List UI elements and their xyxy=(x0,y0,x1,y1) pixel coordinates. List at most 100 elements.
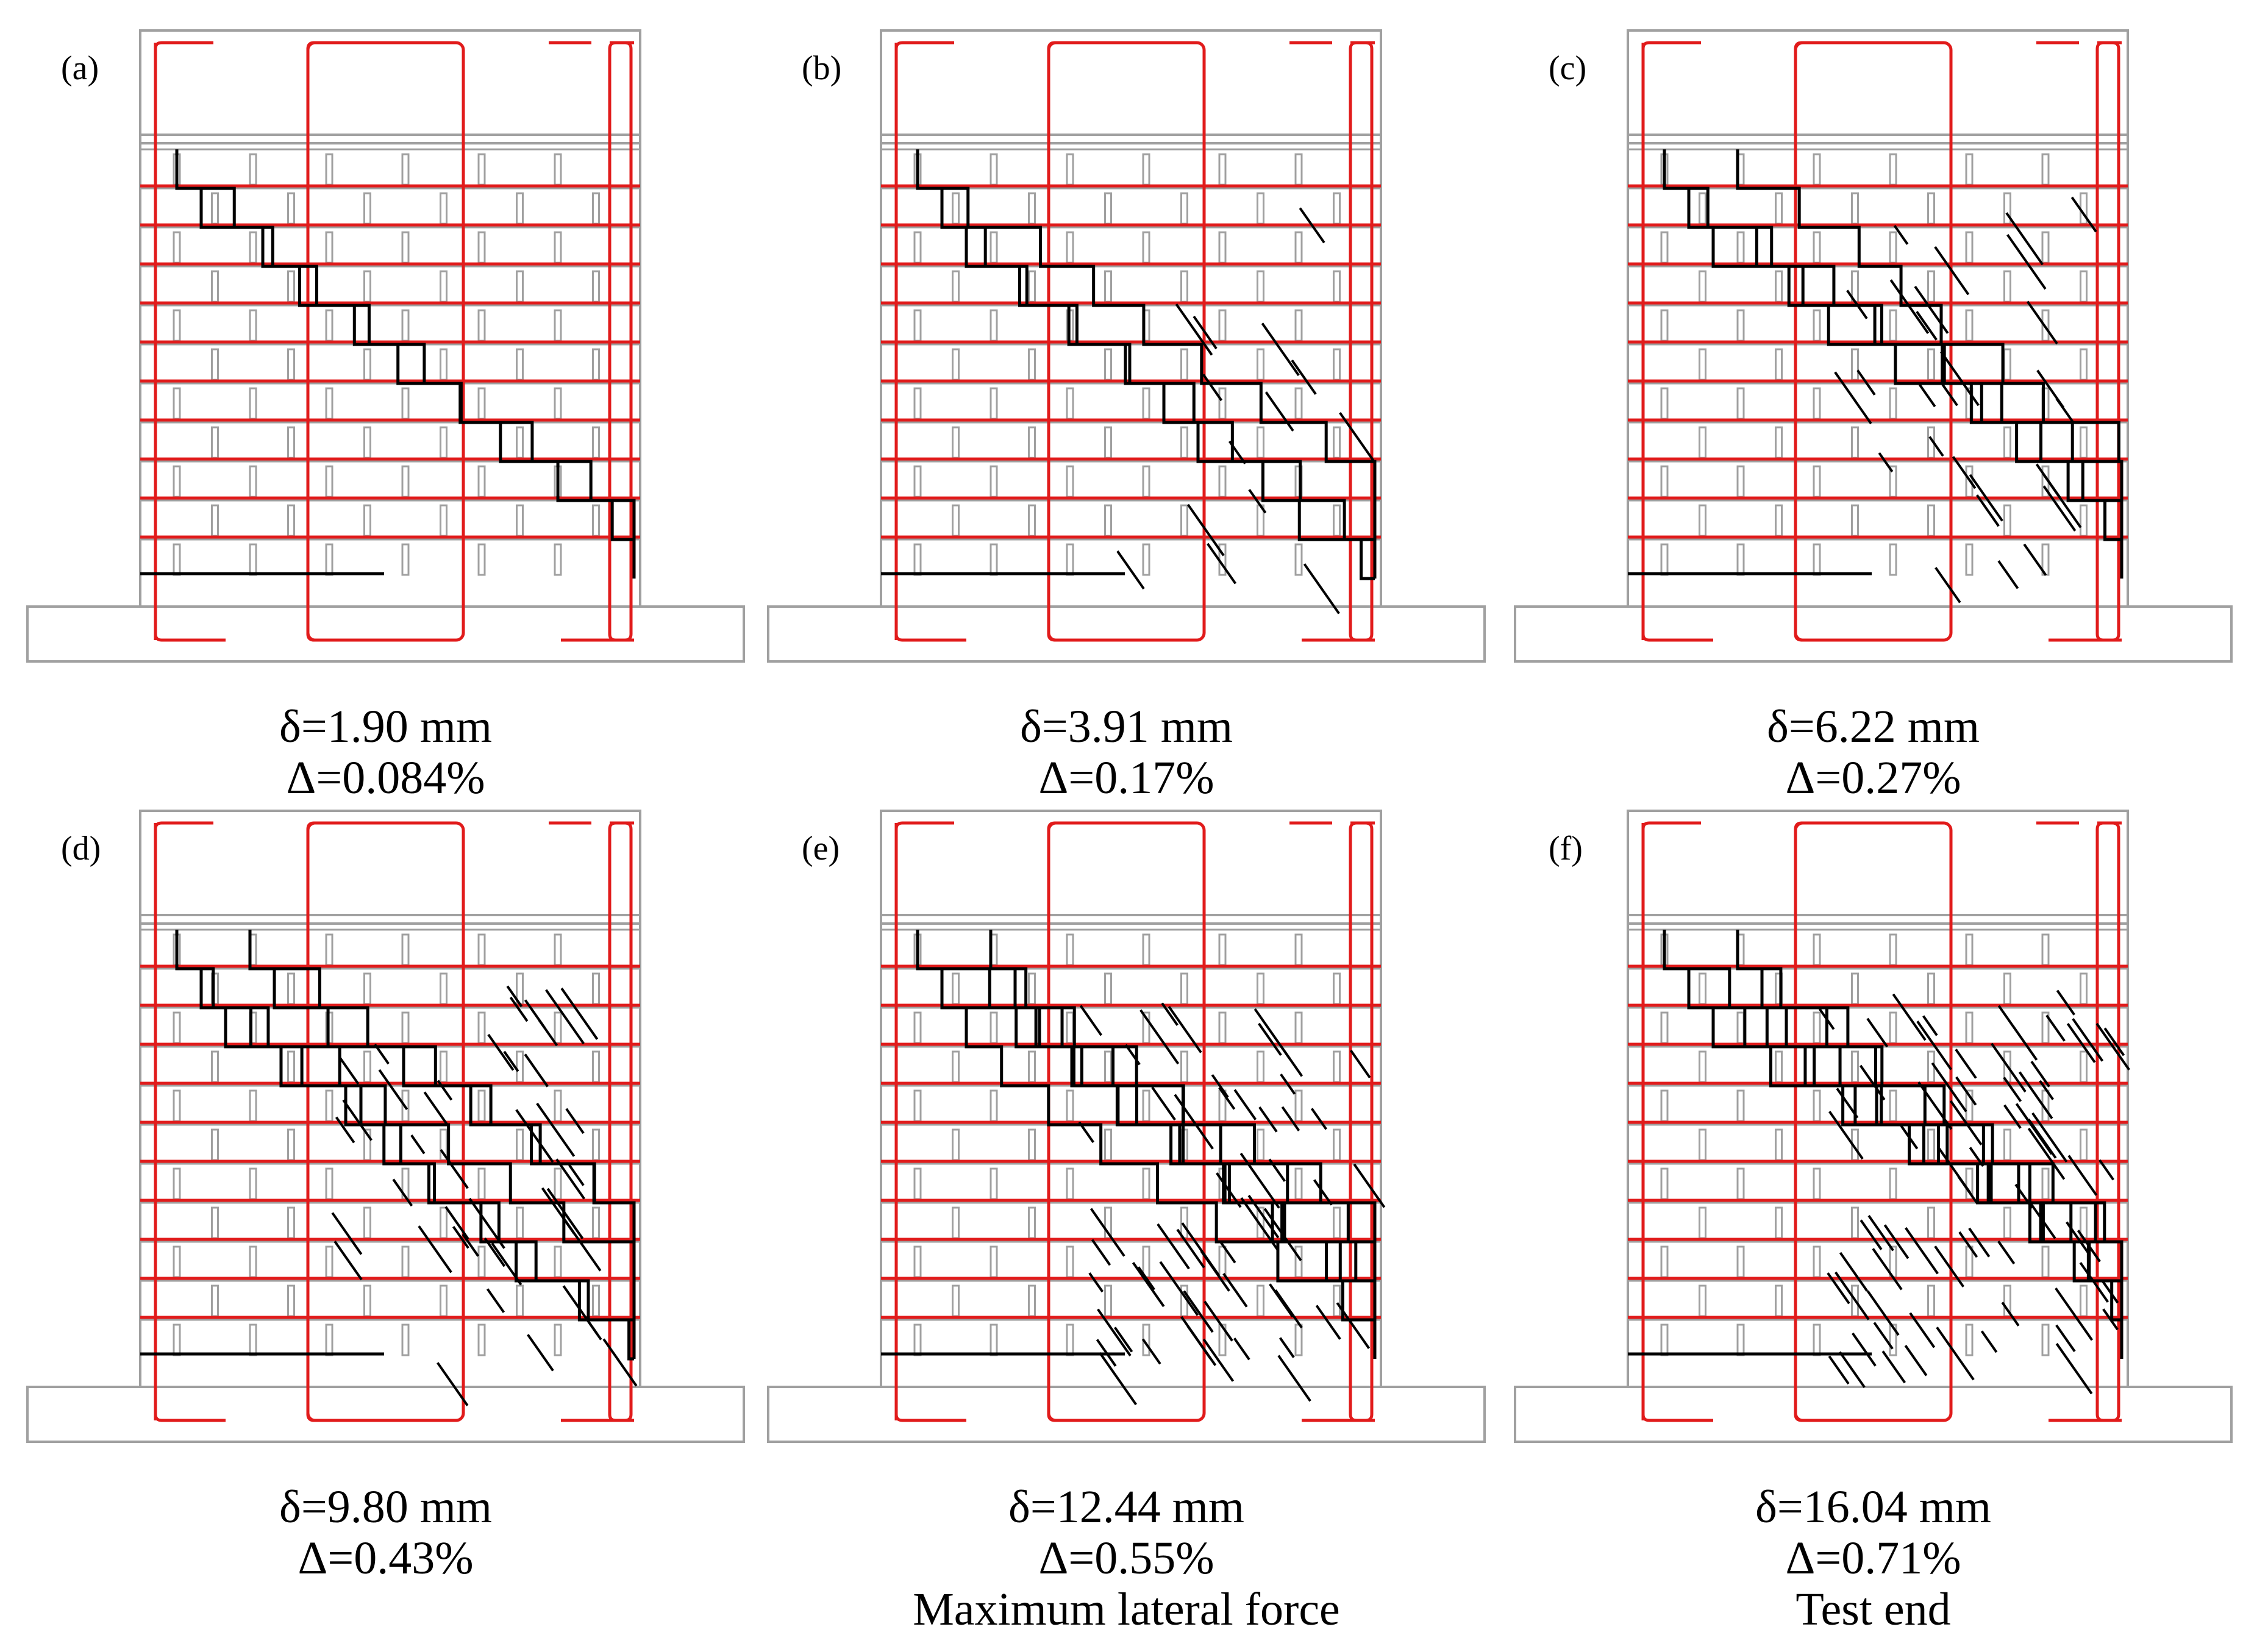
mortar-head-joint xyxy=(1142,933,1150,966)
mortar-head-joint xyxy=(1813,1167,1821,1200)
mortar-head-joint xyxy=(1736,387,1745,420)
diagonal-crack xyxy=(1303,563,1340,614)
mortar-head-joint xyxy=(1104,426,1112,459)
diagonal-crack xyxy=(437,1362,469,1406)
mortar-head-joint xyxy=(952,192,960,225)
stepped-crack xyxy=(1013,969,1377,1359)
mortar-head-joint xyxy=(2003,972,2011,1005)
mortar-head-joint xyxy=(1813,543,1821,576)
diagonal-crack xyxy=(1159,1261,1199,1316)
diagonal-crack xyxy=(1881,1350,1906,1384)
diagonal-crack xyxy=(1818,1008,1835,1030)
panel-b: (b) δ=3.91 mm Δ=0.17% xyxy=(765,24,1488,853)
diagonal-crack xyxy=(503,1050,519,1072)
drift-label: Δ=0.17% xyxy=(1038,752,1214,803)
mortar-head-joint xyxy=(913,465,922,498)
diagonal-crack xyxy=(1175,303,1213,356)
diagonal-crack xyxy=(1969,1147,1984,1167)
reinforcement xyxy=(1628,41,2128,642)
diagonal-crack xyxy=(2066,1022,2096,1063)
diagonal-crack xyxy=(1866,1290,1900,1336)
mortar-head-joint xyxy=(249,231,257,264)
mortar-head-joint xyxy=(1028,1284,1036,1317)
mortar-head-joint xyxy=(1028,270,1036,303)
mortar-head-joint xyxy=(554,1323,562,1356)
reinforcement xyxy=(881,821,1381,1422)
diagonal-crack xyxy=(1336,1302,1371,1349)
mortar-head-joint xyxy=(2003,1128,2011,1161)
diagonal-crack xyxy=(423,1091,448,1125)
diagonal-crack xyxy=(1240,1197,1278,1250)
top-beam xyxy=(139,810,641,925)
wall-drawing-f: (f) xyxy=(1514,810,2233,1443)
mortar-head-joint xyxy=(1028,426,1036,459)
diagonal-crack xyxy=(2036,369,2065,408)
mortar-head-joint xyxy=(325,933,333,966)
diagonal-crack xyxy=(563,1219,602,1272)
mortar-head-joint xyxy=(990,465,998,498)
mortar-head-joint xyxy=(1028,972,1036,1005)
stepped-crack xyxy=(916,149,1377,579)
diagonal-crack xyxy=(1900,1125,1919,1150)
mortar-head-joint xyxy=(1066,1011,1074,1044)
mortar-head-joint xyxy=(1142,1089,1150,1122)
mortar-head-joint xyxy=(401,465,410,498)
mortar-head-joint xyxy=(325,543,333,576)
mortar-head-joint xyxy=(1699,1128,1706,1161)
diagonal-crack xyxy=(1253,1008,1291,1060)
diagonal-crack xyxy=(1834,371,1872,424)
mortar-head-joint xyxy=(516,1284,524,1317)
diagonal-crack xyxy=(1088,1272,1104,1293)
mortar-head-joint xyxy=(325,153,333,186)
diagonal-crack xyxy=(527,1334,554,1372)
diagonal-crack xyxy=(1124,1044,1141,1066)
diagonal-crack xyxy=(1137,1266,1155,1291)
mortar-head-joint xyxy=(325,465,333,498)
mortar-head-joint xyxy=(1333,1206,1341,1239)
diagonal-crack xyxy=(1291,359,1317,395)
mortar-head-joint xyxy=(363,1284,371,1317)
diagonal-crack xyxy=(1261,322,1300,376)
diagonal-crack xyxy=(1181,1222,1220,1276)
mortar-head-joint xyxy=(1965,933,1974,966)
mortar-head-joint xyxy=(477,933,486,966)
diagonal-crack xyxy=(2042,485,2077,532)
diagonal-crack xyxy=(1931,1062,1967,1113)
mortar-head-joint xyxy=(516,1128,524,1161)
diagonal-crack xyxy=(1969,474,2003,522)
diagonal-crack xyxy=(2027,1127,2066,1180)
mortar-head-joint xyxy=(1889,1089,1897,1122)
diagonal-crack xyxy=(1934,1245,1965,1288)
mortar-head-joint xyxy=(554,1089,562,1122)
diagonal-crack xyxy=(1893,224,1909,245)
mortar-head-joint xyxy=(1066,1089,1074,1122)
mortar-head-joint xyxy=(1736,309,1745,342)
mortar-head-joint xyxy=(913,1089,922,1122)
diagonal-crack xyxy=(1281,1106,1300,1131)
caption-e: δ=12.44 mm Δ=0.55% Maximum lateral force xyxy=(765,1481,1488,1635)
diagonal-crack xyxy=(2023,543,2047,576)
mortar-head-joint xyxy=(592,504,600,537)
wall-drawing-a: (a) xyxy=(26,29,745,663)
diagonal-crack xyxy=(1852,1332,1877,1367)
diagonal-crack xyxy=(1339,411,1375,463)
mortar-head-joint xyxy=(173,387,181,420)
mortar-head-joint xyxy=(1218,1011,1227,1044)
mortar-head-joint xyxy=(990,1011,998,1044)
diagonal-crack xyxy=(342,1099,373,1141)
mortar-head-joint xyxy=(1851,972,1859,1005)
mortar-head-joint xyxy=(173,1245,181,1278)
mortar-head-joint xyxy=(440,270,448,303)
mortar-head-joint xyxy=(913,1245,922,1278)
crack-pattern xyxy=(881,149,1377,614)
diagonal-crack xyxy=(568,1164,585,1186)
mortar-head-joint xyxy=(1927,1128,1935,1161)
mortar-head-joint xyxy=(913,387,922,420)
wall-drawing-c: (c) xyxy=(1514,29,2233,663)
mortar-head-joint xyxy=(1028,1206,1036,1239)
diagonal-crack xyxy=(1867,1214,1894,1252)
mortar-head-joint xyxy=(554,1245,562,1278)
right-boundary-rebar xyxy=(1344,821,1374,1422)
mortar-head-joint xyxy=(1660,1011,1669,1044)
diagonal-crack xyxy=(2099,1159,2115,1181)
